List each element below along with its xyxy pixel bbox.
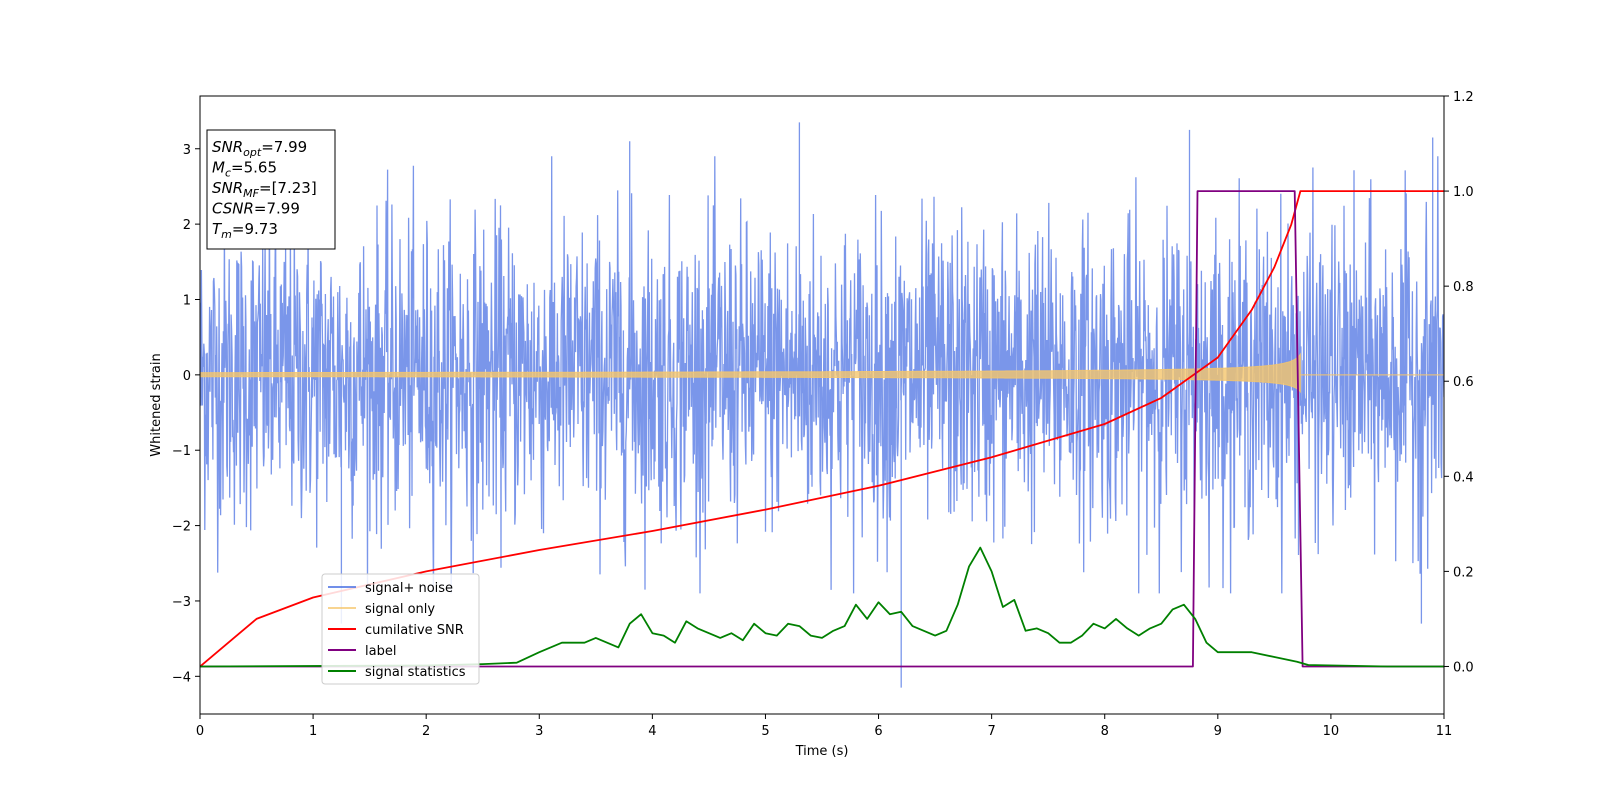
x-tick-label: 9: [1214, 724, 1222, 739]
x-tick-label: 7: [987, 724, 995, 739]
x-tick-label: 3: [535, 724, 543, 739]
y2-tick-label: 0.4: [1453, 470, 1474, 485]
info-line: SNRMF=[7.23]: [212, 179, 317, 200]
y-tick-label: 1: [183, 293, 191, 308]
series-signal-noise: [200, 122, 1444, 688]
x-tick-label: 6: [874, 724, 882, 739]
y2-tick-label: 0.2: [1453, 565, 1474, 580]
x-tick-label: 4: [648, 724, 656, 739]
legend-label: signal only: [365, 602, 435, 617]
x-tick-label: 8: [1101, 724, 1109, 739]
info-line: Tm=9.73: [212, 220, 278, 241]
x-tick-label: 10: [1323, 724, 1340, 739]
y-tick-label: −4: [172, 670, 191, 685]
x-tick-label: 1: [309, 724, 317, 739]
y-tick-label: 0: [183, 369, 191, 384]
legend-label: signal+ noise: [365, 581, 453, 596]
legend-label: label: [365, 644, 396, 659]
info-box-frame: [206, 129, 336, 250]
y2-tick-label: 1.0: [1453, 185, 1474, 200]
x-axis-label: Time (s): [795, 744, 849, 759]
y-tick-label: −2: [172, 520, 191, 535]
info-line: SNRopt=7.99: [212, 138, 307, 159]
x-tick-label: 5: [761, 724, 769, 739]
axes: 0 1 2 3 4 5 6 7 8 9 10 11 −4 −3 −2 −1 0 1 2 3 0.0 0.2 0.4 0.6 0.…: [172, 90, 1474, 739]
legend-label: signal statistics: [365, 665, 466, 680]
series-signal-statistics: [200, 546, 1444, 668]
y-tick-label: 3: [183, 143, 191, 158]
y-axis-label: Whitened strain: [149, 353, 164, 456]
x-tick-label: 0: [196, 724, 204, 739]
plot-frame: [199, 95, 1445, 715]
info-line: CSNR=7.99: [212, 200, 300, 218]
y2-tick-label: 0.0: [1453, 660, 1474, 675]
x-tick-label: 11: [1436, 724, 1453, 739]
legend-label: cumilative SNR: [365, 623, 464, 638]
legend-frame: [321, 573, 480, 685]
x-tick-label: 2: [422, 724, 430, 739]
series-label: [200, 190, 1444, 668]
y-tick-label: −1: [172, 444, 191, 459]
y2-tick-label: 1.2: [1453, 90, 1474, 105]
series-signal-only: [200, 352, 1301, 394]
y2-tick-label: 0.6: [1453, 375, 1474, 390]
y2-tick-label: 0.8: [1453, 280, 1474, 295]
legend: signal+ noise signal only cumilative SNR la…: [321, 573, 480, 685]
y-tick-label: −3: [172, 595, 191, 610]
y-tick-label: 2: [183, 218, 191, 233]
info-line: Mc=5.65: [212, 159, 277, 180]
